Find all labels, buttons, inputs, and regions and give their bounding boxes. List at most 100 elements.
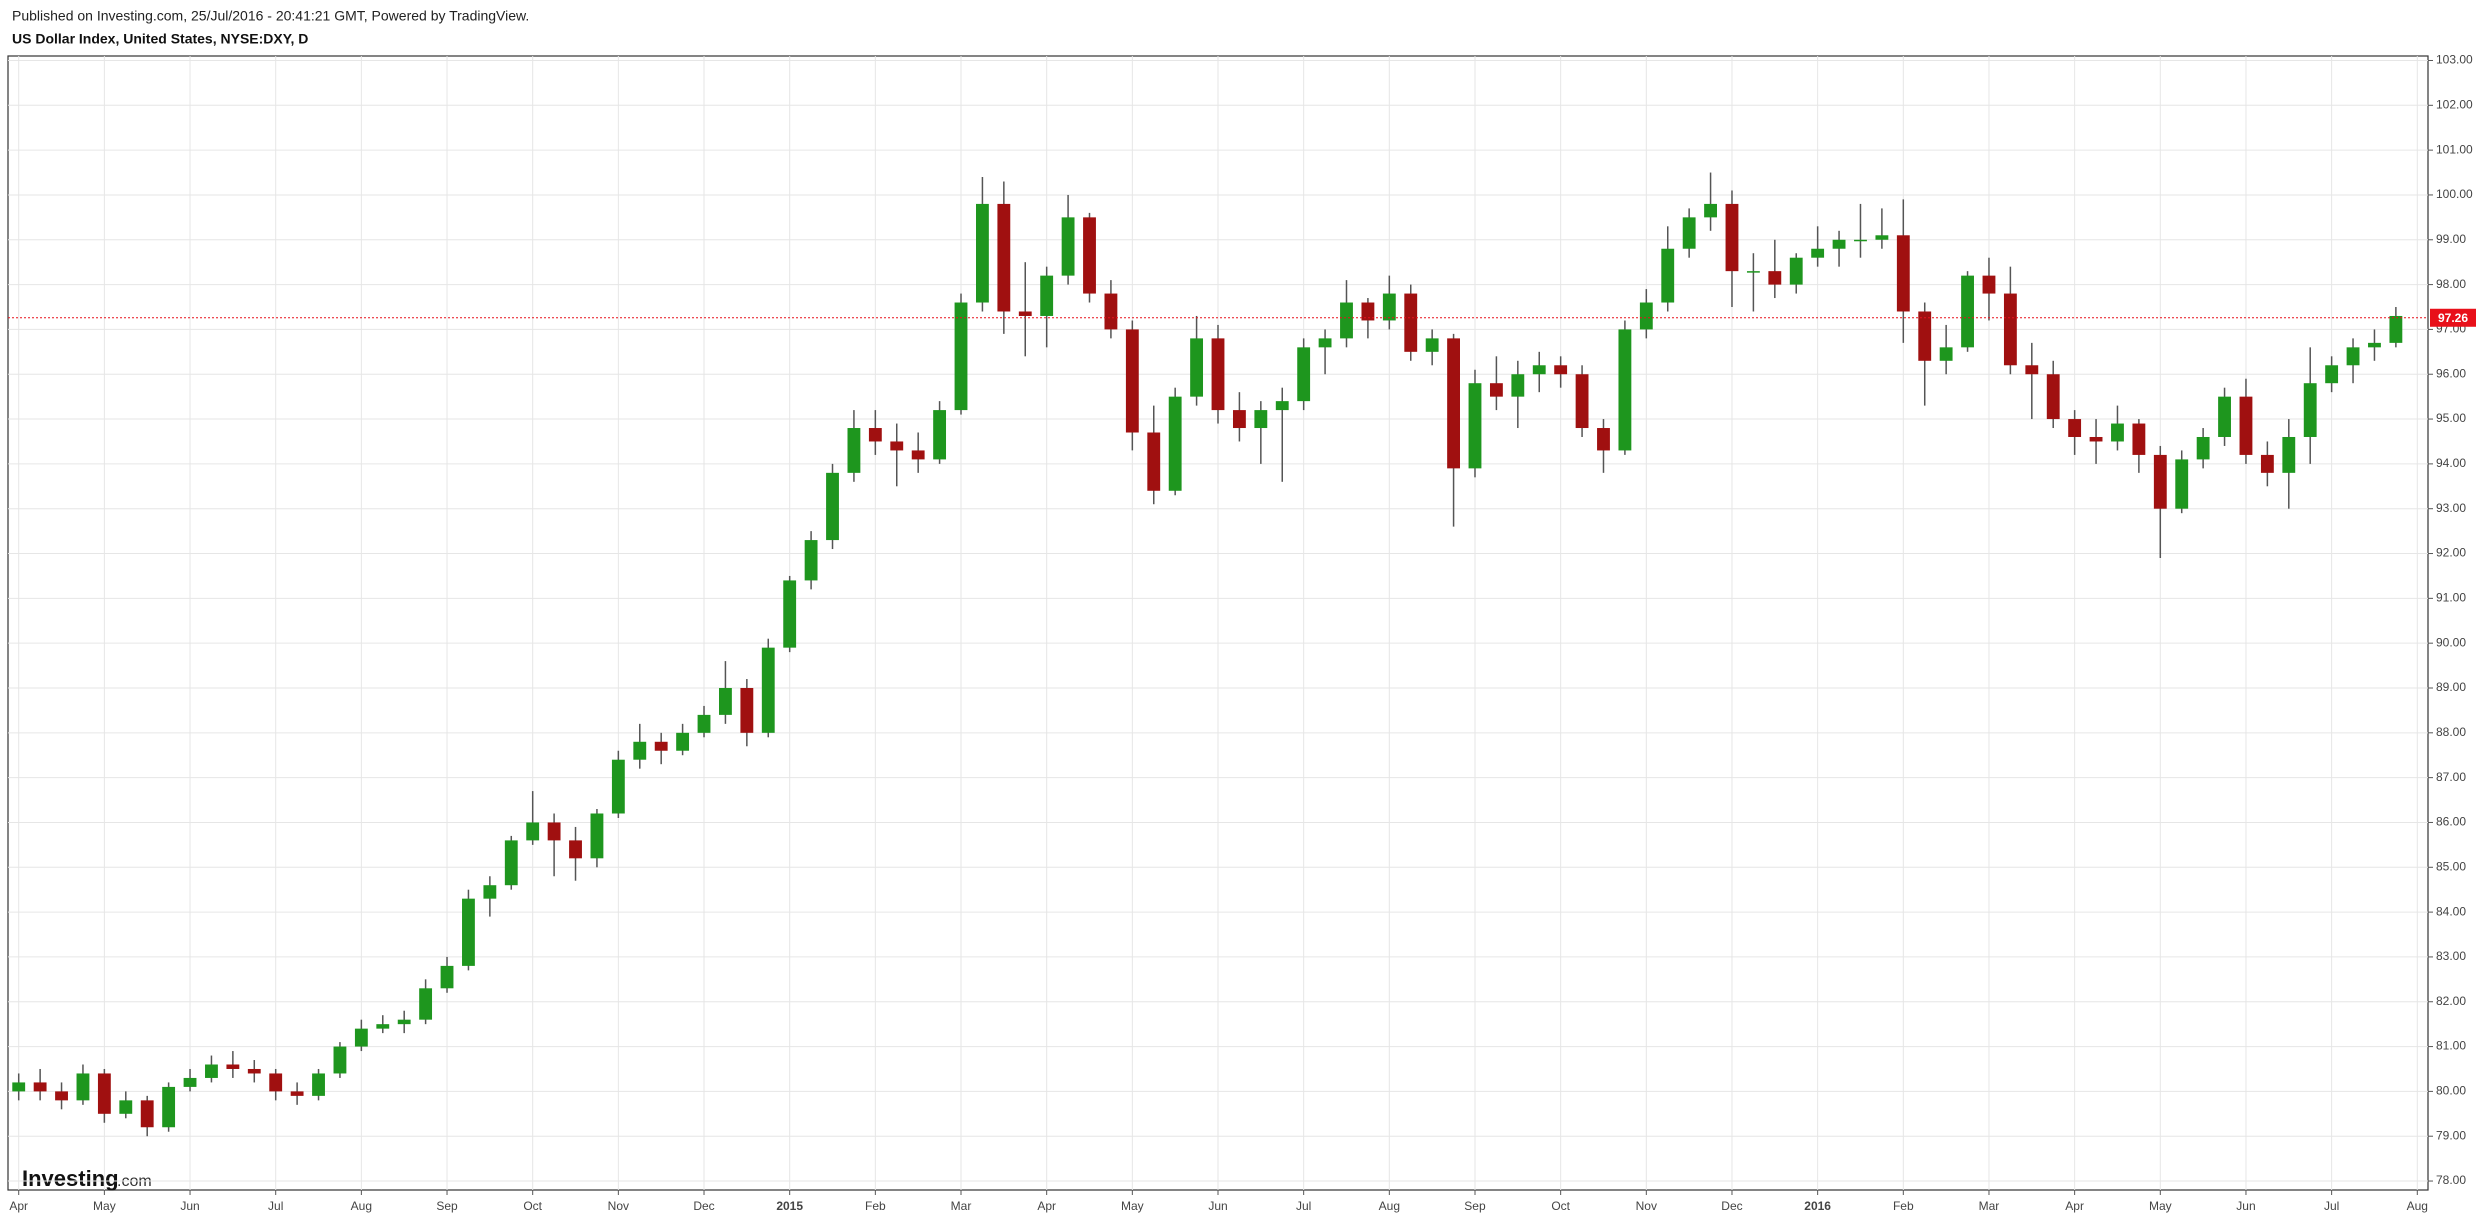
candle-body: [2218, 396, 2231, 437]
candle-body: [2089, 436, 2103, 442]
y-tick-label: 86.00: [2436, 815, 2466, 829]
candle-body: [1982, 275, 1996, 294]
candle-body: [1340, 302, 1353, 339]
candle-body: [1018, 311, 1032, 316]
y-tick-label: 87.00: [2436, 770, 2466, 784]
y-tick-label: 101.00: [2436, 142, 2473, 156]
y-tick-label: 84.00: [2436, 904, 2466, 918]
candle-body: [1661, 248, 1675, 303]
candle-body: [1939, 347, 1953, 361]
candle-body: [1832, 239, 1846, 249]
candle-body: [1875, 235, 1889, 240]
candle-body: [1318, 338, 1332, 348]
x-tick-label: May: [1121, 1199, 1144, 1213]
grid: [8, 56, 2428, 1190]
candle-body: [1725, 203, 1739, 272]
candle-body: [247, 1068, 261, 1074]
y-tick-label: 93.00: [2436, 501, 2466, 515]
x-tick-label: Mar: [951, 1199, 972, 1213]
candle-body: [1061, 217, 1075, 276]
y-tick-label: 99.00: [2436, 232, 2466, 246]
candle-body: [2046, 374, 2060, 420]
candle-body: [2303, 383, 2317, 437]
y-tick-label: 95.00: [2436, 411, 2466, 425]
candle-body: [1768, 271, 1782, 285]
candle-body: [2068, 419, 2082, 437]
candle-body: [1789, 257, 1803, 285]
candle-body: [890, 441, 904, 451]
candle-body: [376, 1024, 390, 1029]
candle-body: [676, 732, 690, 751]
x-tick-label: 2016: [1804, 1199, 1831, 1213]
last-price-box: [2430, 308, 2476, 327]
published-note: Published on Investing.com, 25/Jul/2016 …: [12, 8, 529, 24]
candle-body: [483, 885, 497, 899]
candle-body: [2175, 459, 2189, 509]
candle-body: [719, 687, 732, 715]
candle-body: [162, 1086, 176, 1128]
x-tick-label: Jun: [180, 1199, 199, 1213]
x-tick-label: Aug: [1379, 1199, 1400, 1213]
y-tick-label: 88.00: [2436, 725, 2466, 739]
candle-body: [569, 840, 582, 859]
candle-body: [1232, 410, 1246, 429]
x-tick-label: May: [93, 1199, 116, 1213]
y-tick-label: 98.00: [2436, 277, 2466, 291]
candle-body: [1125, 329, 1139, 433]
candle-body: [1575, 374, 1589, 429]
candle-body: [1597, 428, 1610, 451]
y-tick-label: 94.00: [2436, 456, 2466, 470]
candle-body: [97, 1073, 111, 1114]
candle-body: [12, 1082, 26, 1092]
x-tick-label: Nov: [608, 1199, 629, 1213]
x-tick-label: Sep: [436, 1199, 458, 1213]
x-tick-label: Apr: [1037, 1199, 1056, 1213]
candle-body: [1425, 338, 1439, 352]
candle-body: [2325, 365, 2339, 384]
candle-body: [697, 714, 711, 733]
candle-body: [2282, 436, 2296, 473]
candle-body: [804, 540, 818, 581]
y-tick-label: 83.00: [2436, 949, 2466, 963]
candle-body: [333, 1046, 347, 1074]
candle-body: [1040, 275, 1054, 316]
x-tick-label: Apr: [9, 1199, 28, 1213]
candle-body: [1811, 248, 1825, 258]
y-tick-label: 82.00: [2436, 994, 2466, 1008]
y-tick-label: 81.00: [2436, 1039, 2466, 1053]
x-tick-label: Dec: [693, 1199, 714, 1213]
chart-title: US Dollar Index, United States, NYSE:DXY…: [12, 31, 308, 47]
candle-body: [1854, 239, 1867, 242]
y-tick-label: 92.00: [2436, 546, 2466, 560]
candle-body: [1746, 271, 1760, 273]
x-tick-label: Jul: [268, 1199, 283, 1213]
logo: Investing: [22, 1166, 119, 1191]
candle-body: [312, 1073, 325, 1096]
candle-body: [633, 741, 647, 760]
candle-body: [1468, 383, 1482, 469]
candle-body: [33, 1082, 47, 1092]
x-tick-label: Jul: [2324, 1199, 2339, 1213]
candle-body: [1532, 365, 1546, 375]
x-tick-label: Mar: [1979, 1199, 2000, 1213]
logo-suffix: .com: [117, 1173, 152, 1190]
candle-body: [1404, 293, 1418, 352]
candle-body: [1104, 293, 1118, 330]
y-tick-label: 103.00: [2436, 53, 2473, 67]
candle-body: [526, 822, 540, 841]
y-tick-label: 100.00: [2436, 187, 2473, 201]
candle-body: [911, 450, 925, 460]
last-price-label: 97.26: [2438, 311, 2468, 325]
x-tick-label: Feb: [865, 1199, 886, 1213]
candle-body: [761, 647, 775, 733]
candle-body: [354, 1028, 368, 1047]
candle-body: [1190, 338, 1204, 397]
candle-body: [1618, 329, 1632, 451]
candle-body: [1704, 203, 1717, 218]
x-tick-label: Apr: [2065, 1199, 2084, 1213]
candle-body: [1896, 235, 1910, 312]
x-tick-label: Aug: [2407, 1199, 2428, 1213]
x-tick-label: May: [2149, 1199, 2172, 1213]
candle-body: [2389, 315, 2403, 343]
